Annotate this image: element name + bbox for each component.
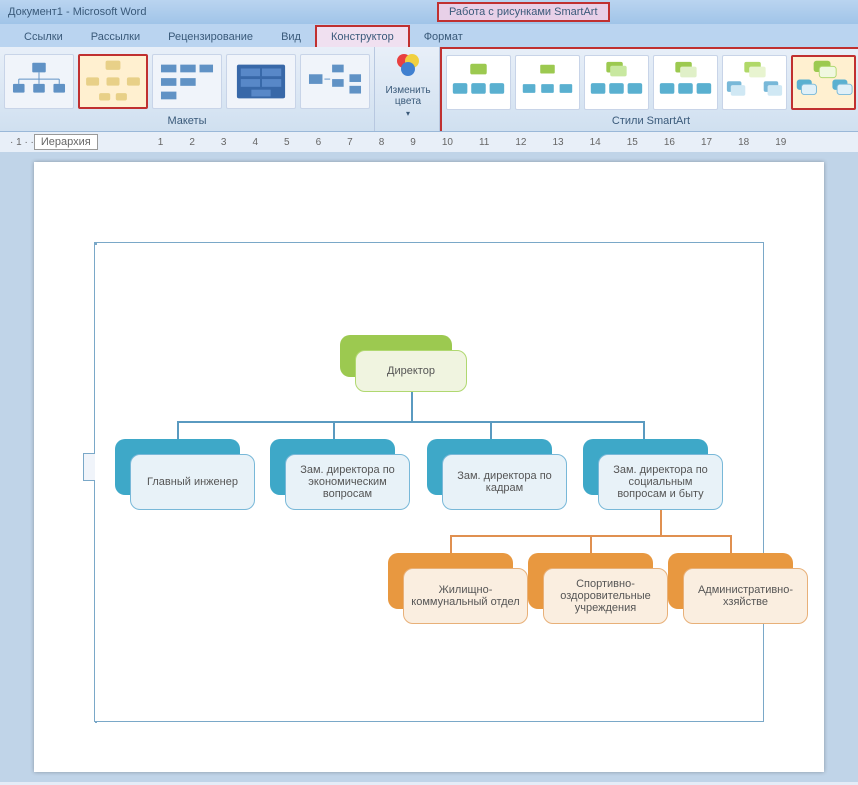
style-thumb-1[interactable] bbox=[446, 55, 511, 110]
smartart-container[interactable]: Директор Главный инженер Зам. директора … bbox=[94, 242, 764, 722]
style-thumb-4[interactable] bbox=[653, 55, 718, 110]
node-admin[interactable]: Административно-хзяйстве bbox=[683, 568, 808, 624]
director-node[interactable]: Директор bbox=[355, 350, 467, 392]
node-social[interactable]: Зам. директора по социальным вопросам и … bbox=[598, 454, 723, 510]
title-bar: Документ1 - Microsoft Word Работа с рису… bbox=[0, 0, 858, 24]
ribbon: Макеты Изменить цвета ▾ bbox=[0, 47, 858, 132]
layouts-group: Макеты bbox=[0, 47, 375, 131]
layouts-group-label: Макеты bbox=[4, 113, 370, 129]
ruler: · 1 · · Иерархия 1 2 3 4 5 6 7 8 9 10 11… bbox=[0, 132, 858, 152]
styles-group: Стили SmartArt bbox=[440, 47, 858, 131]
window-title: Документ1 - Microsoft Word bbox=[8, 6, 146, 18]
hierarchy-tooltip: Иерархия bbox=[34, 134, 98, 150]
text-pane-toggle[interactable] bbox=[83, 453, 95, 481]
layout-thumb-5[interactable] bbox=[300, 54, 370, 109]
tab-format[interactable]: Формат bbox=[410, 27, 477, 47]
style-thumb-2[interactable] bbox=[515, 55, 580, 110]
ribbon-tabs: Ссылки Рассылки Рецензирование Вид Конст… bbox=[0, 24, 858, 47]
style-thumb-3[interactable] bbox=[584, 55, 649, 110]
node-engineer[interactable]: Главный инженер bbox=[130, 454, 255, 510]
page: Директор Главный инженер Зам. директора … bbox=[34, 162, 824, 772]
document-area: Директор Главный инженер Зам. директора … bbox=[0, 152, 858, 782]
tab-review[interactable]: Рецензирование bbox=[154, 27, 267, 47]
change-colors-icon bbox=[392, 51, 424, 83]
org-chart: Директор Главный инженер Зам. директора … bbox=[95, 243, 763, 721]
node-hr[interactable]: Зам. директора по кадрам bbox=[442, 454, 567, 510]
tab-view[interactable]: Вид bbox=[267, 27, 315, 47]
layout-thumb-1[interactable] bbox=[4, 54, 74, 109]
node-sport[interactable]: Спортивно-оздоровительные учреждения bbox=[543, 568, 668, 624]
tab-references[interactable]: Ссылки bbox=[10, 27, 77, 47]
tab-mailings[interactable]: Рассылки bbox=[77, 27, 154, 47]
layout-thumb-2-selected[interactable] bbox=[78, 54, 148, 109]
styles-group-label: Стили SmartArt bbox=[446, 113, 856, 129]
style-thumb-6-selected[interactable] bbox=[791, 55, 856, 110]
tab-design[interactable]: Конструктор bbox=[315, 25, 410, 47]
layout-thumb-4[interactable] bbox=[226, 54, 296, 109]
layout-thumb-3[interactable] bbox=[152, 54, 222, 109]
node-econ[interactable]: Зам. директора по экономическим вопросам bbox=[285, 454, 410, 510]
change-colors-group: Изменить цвета ▾ bbox=[375, 47, 440, 131]
node-housing[interactable]: Жилищно-коммунальный отдел bbox=[403, 568, 528, 624]
style-thumb-5[interactable] bbox=[722, 55, 787, 110]
contextual-tab-title: Работа с рисунками SmartArt bbox=[437, 2, 610, 22]
change-colors-button[interactable]: Изменить цвета ▾ bbox=[379, 49, 437, 119]
